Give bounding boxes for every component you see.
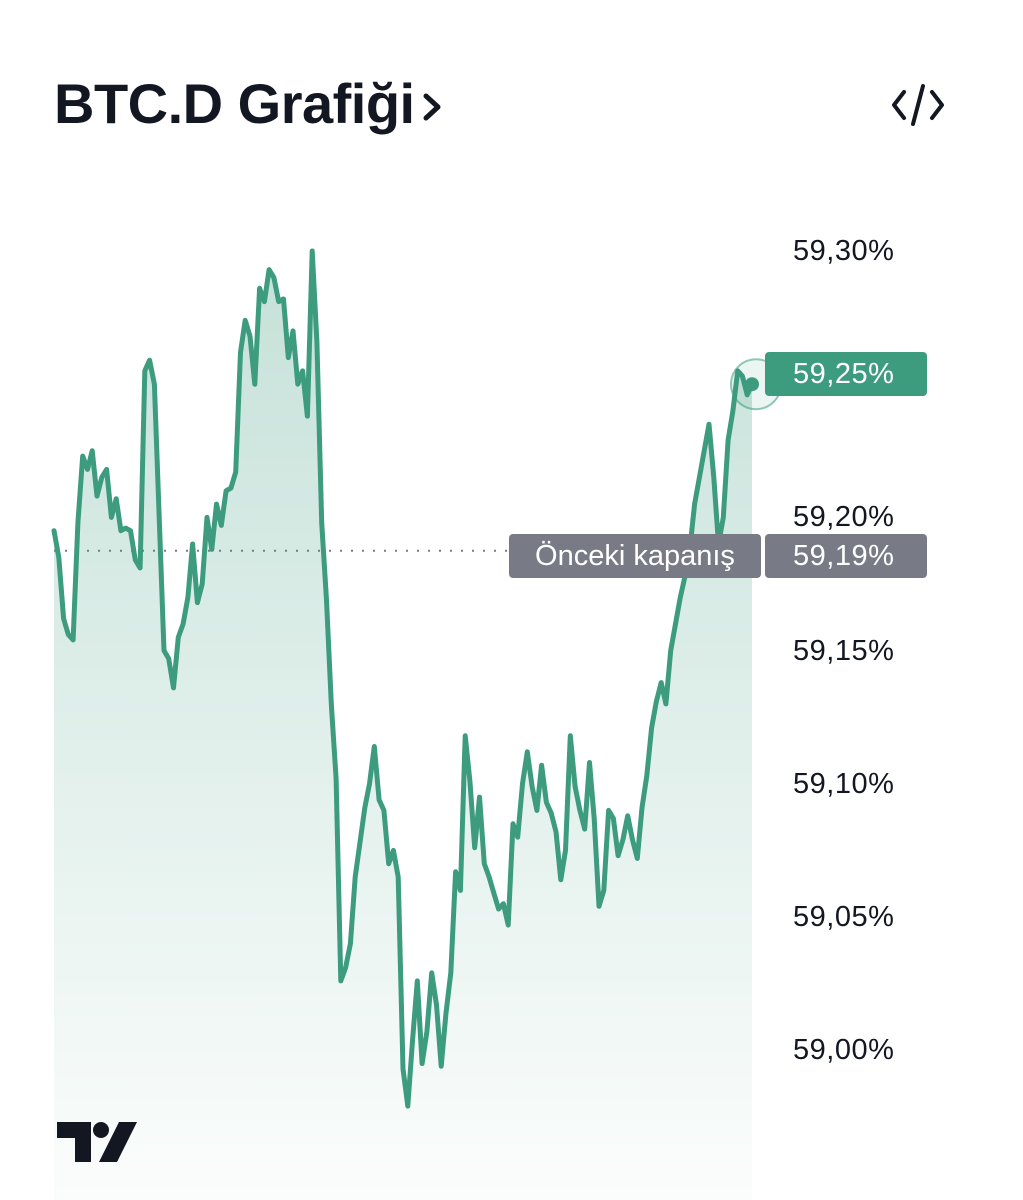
y-tick-label: 59,15% bbox=[793, 634, 895, 667]
y-tick-label: 59,00% bbox=[793, 1034, 895, 1067]
chevron-right-icon bbox=[423, 93, 441, 121]
last-price-tag: 59,25% bbox=[765, 352, 927, 396]
previous-close-label: Önceki kapanış bbox=[509, 534, 761, 578]
y-tick-label: 59,30% bbox=[793, 235, 895, 267]
tradingview-logo-icon[interactable] bbox=[57, 1122, 137, 1162]
y-tick-label: 59,20% bbox=[793, 501, 895, 534]
price-area-fill bbox=[54, 251, 752, 1200]
page-title: BTC.D Grafiği bbox=[54, 72, 415, 135]
chart-title-link[interactable]: BTC.D Grafiği bbox=[54, 72, 445, 136]
y-tick-label: 59,05% bbox=[793, 901, 895, 933]
code-embed-icon[interactable] bbox=[890, 80, 946, 130]
y-tick-label: 59,10% bbox=[793, 767, 895, 800]
last-price-marker bbox=[745, 377, 759, 392]
previous-close-value-tag: 59,19% bbox=[765, 534, 927, 578]
price-line bbox=[51, 248, 755, 1109]
